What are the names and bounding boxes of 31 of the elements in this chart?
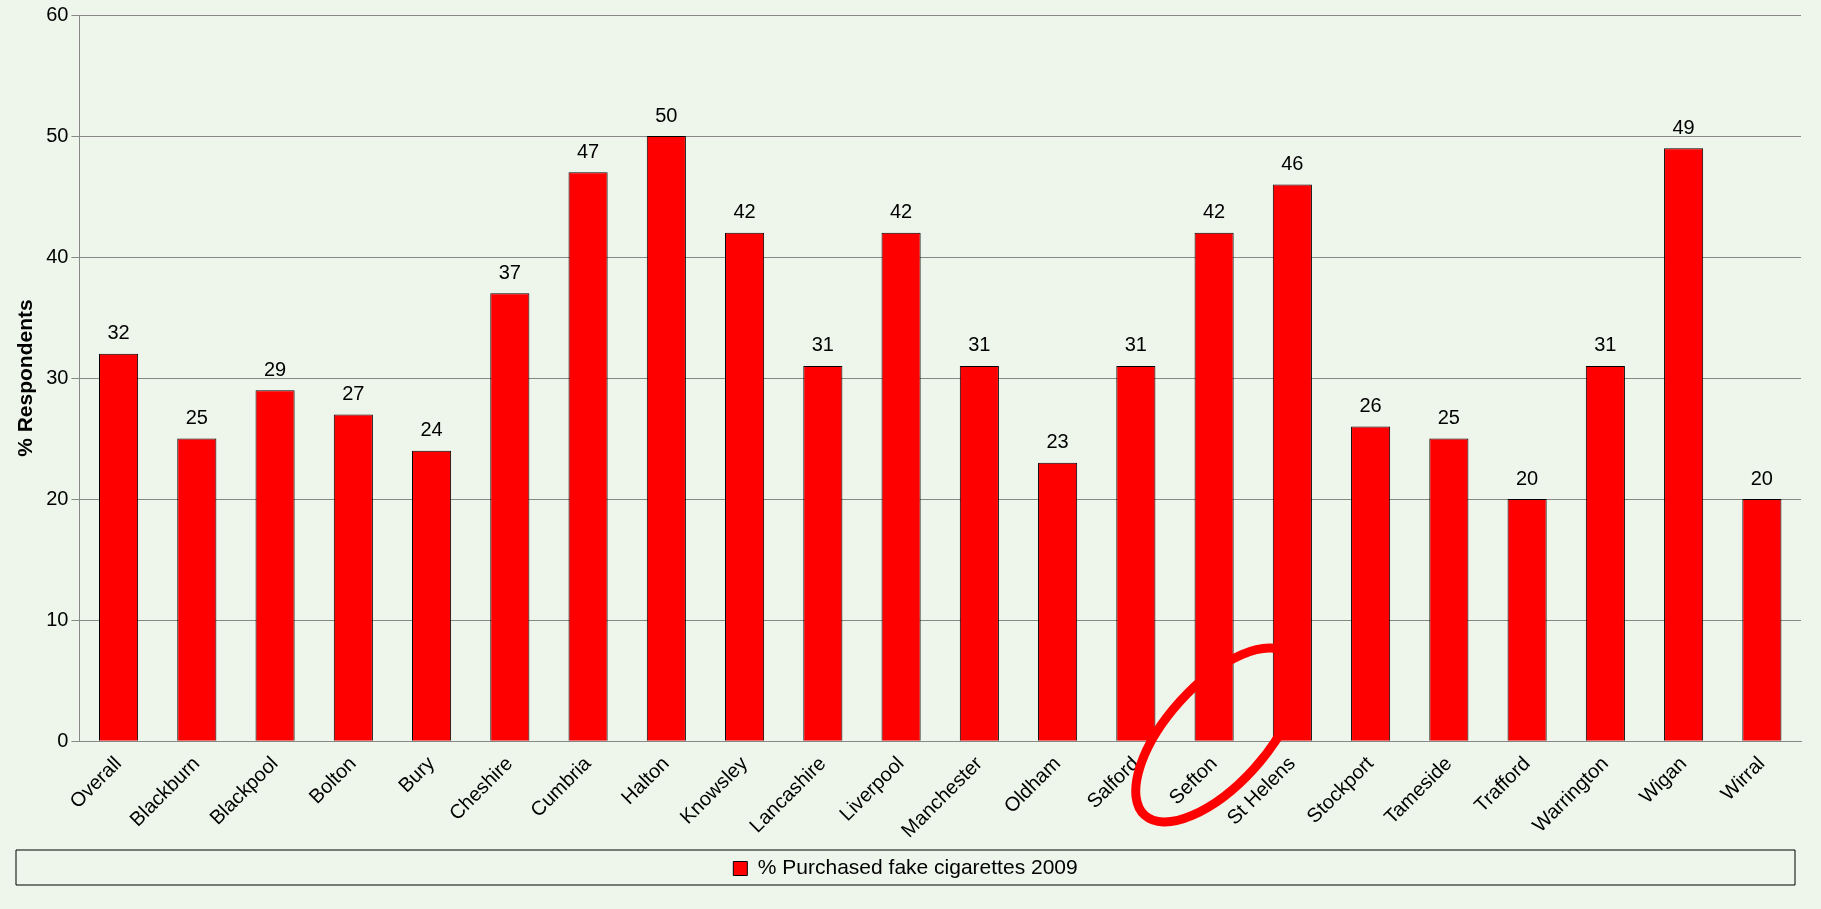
data-label: 31 (1124, 333, 1147, 356)
data-label: 31 (811, 333, 834, 356)
data-label: 47 (576, 139, 600, 162)
data-label: 25 (185, 406, 208, 429)
data-label: 23 (1046, 430, 1069, 453)
data-label: 42 (889, 200, 913, 223)
y-tick-label: 40 (46, 244, 69, 267)
data-label: 29 (263, 357, 287, 380)
y-tick-label: 30 (46, 365, 69, 388)
y-tick-label: 10 (46, 607, 69, 630)
data-label: 27 (342, 381, 365, 404)
y-tick-label: 50 (46, 123, 69, 146)
y-axis-title: % Respondents (13, 299, 37, 457)
data-label: 20 (1515, 466, 1539, 489)
data-label: 46 (1281, 151, 1304, 174)
data-label: 31 (1594, 333, 1617, 356)
legend-label: % Purchased fake cigarettes 2009 (757, 855, 1078, 879)
data-label: 42 (733, 200, 756, 223)
data-label: 20 (1750, 466, 1773, 489)
data-label: 26 (1359, 394, 1382, 416)
data-label: 32 (107, 321, 130, 344)
data-label: 25 (1437, 406, 1460, 429)
data-label: 37 (498, 260, 521, 283)
data-label: 42 (1202, 200, 1226, 223)
data-label: 50 (655, 103, 678, 126)
y-tick-label: 20 (46, 486, 69, 509)
data-label: 31 (968, 333, 991, 356)
data-label: 49 (1672, 115, 1695, 138)
y-tick-label: 0 (57, 728, 69, 751)
y-tick-label: 60 (46, 2, 69, 25)
data-label: 24 (420, 418, 443, 441)
